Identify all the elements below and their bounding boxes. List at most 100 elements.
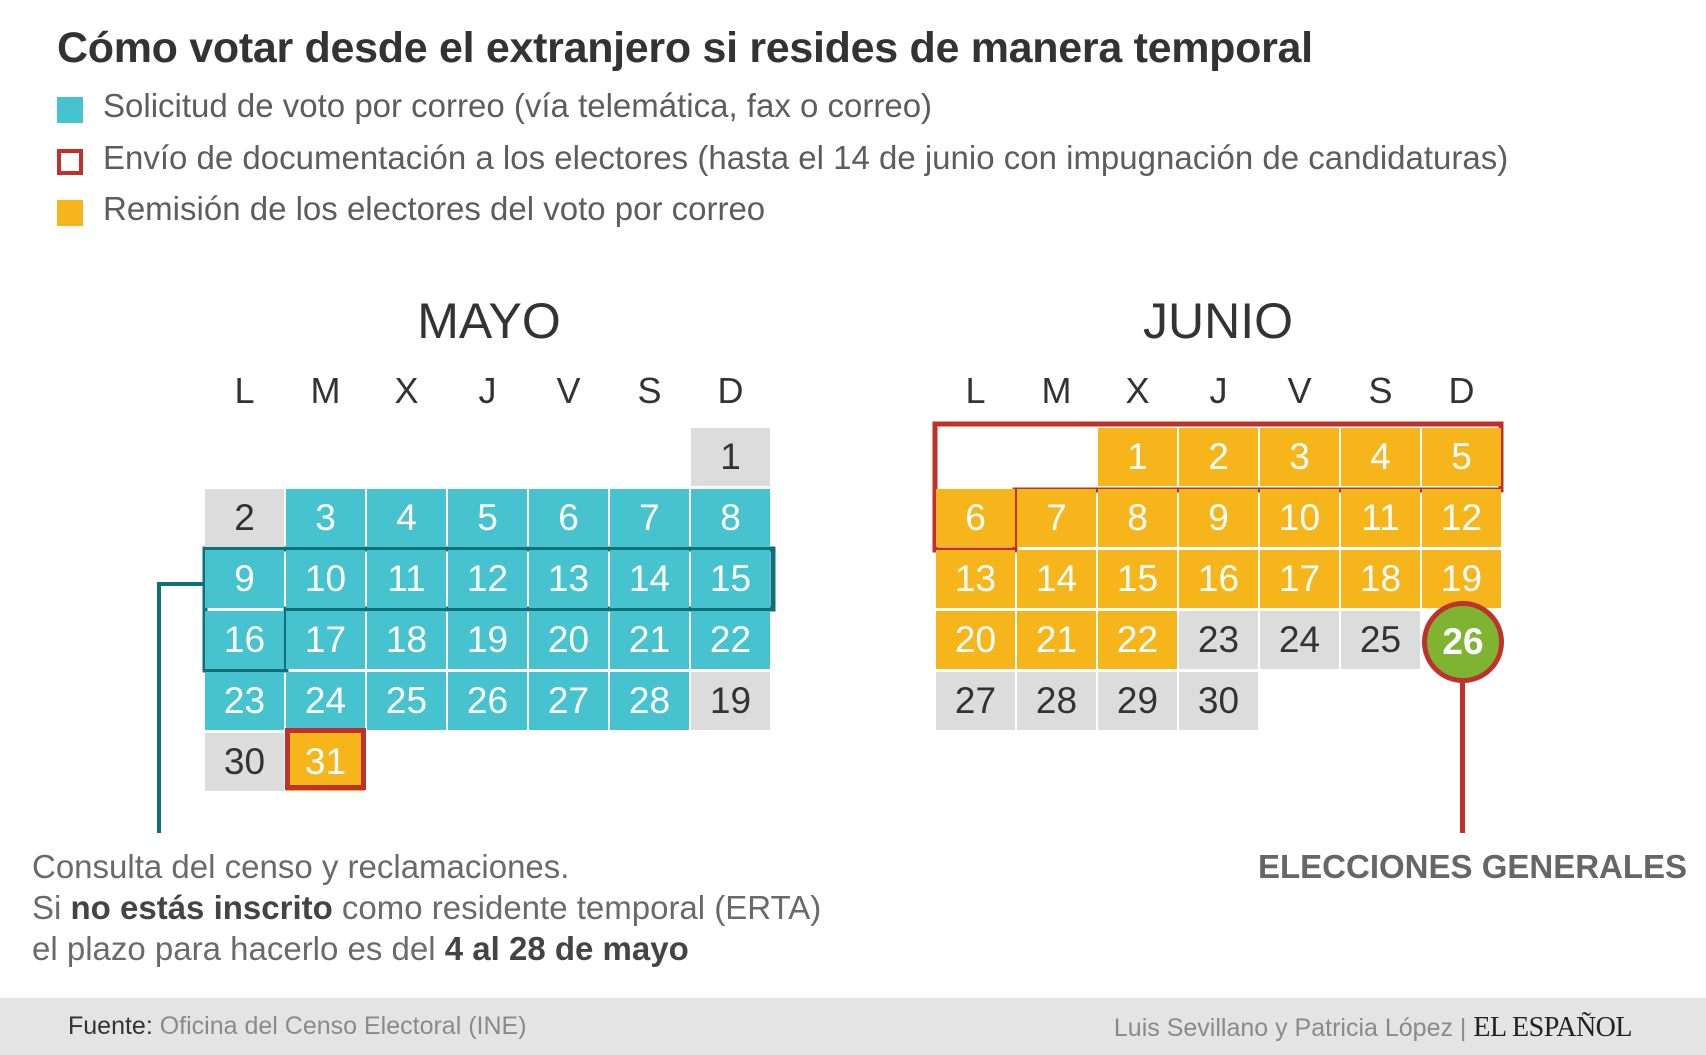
census-note-line-3: el plazo para hacerlo es del 4 al 28 de … xyxy=(32,930,689,968)
census-connector-line xyxy=(157,582,205,833)
day-cell: 30 xyxy=(205,733,284,791)
day-cell: 14 xyxy=(1017,550,1096,608)
day-cell: 29 xyxy=(1098,672,1177,730)
page-title: Cómo votar desde el extranjero si reside… xyxy=(57,24,1313,72)
yellow-swatch-icon xyxy=(57,200,83,226)
day-cell: 20 xyxy=(529,611,608,669)
census-note-line-1: Consulta del censo y reclamaciones. xyxy=(32,848,570,885)
note-text: Si xyxy=(32,889,71,926)
day-cell: 12 xyxy=(1422,489,1501,547)
day-cell: 28 xyxy=(1017,672,1096,730)
day-cell: 19 xyxy=(1422,550,1501,608)
day-cell: 15 xyxy=(1098,550,1177,608)
day-cell: 13 xyxy=(529,550,608,608)
day-cell: 17 xyxy=(286,611,365,669)
day-cell: 18 xyxy=(1341,550,1420,608)
day-cell: 2 xyxy=(205,489,284,547)
day-cell: 2 xyxy=(1179,428,1258,486)
weekday-label: L xyxy=(965,370,986,411)
teal-swatch-icon xyxy=(57,97,83,123)
day-cell: 28 xyxy=(610,672,689,730)
source-text: Oficina del Censo Electoral (INE) xyxy=(152,1012,527,1040)
note-text: el plazo para hacerlo es del xyxy=(32,930,445,967)
day-cell: 8 xyxy=(1098,489,1177,547)
census-note-line-2: Si no estás inscrito como residente temp… xyxy=(32,889,821,927)
source-credit: Fuente: Oficina del Censo Electoral (INE… xyxy=(68,1012,527,1041)
day-cell: 6 xyxy=(529,489,608,547)
may-31-outline xyxy=(285,728,366,790)
day-cell: 16 xyxy=(1179,550,1258,608)
day-cell: 16 xyxy=(205,611,284,669)
day-cell: 27 xyxy=(529,672,608,730)
day-cell: 12 xyxy=(448,550,527,608)
day-cell: 31 xyxy=(286,733,365,791)
weekday-label: D xyxy=(717,370,744,411)
authors-text: Luis Sevillano y Patricia López xyxy=(1113,1014,1453,1042)
weekday-label: V xyxy=(556,370,581,411)
day-cell: 23 xyxy=(205,672,284,730)
day-cell: 20 xyxy=(936,611,1015,669)
day-cell: 4 xyxy=(367,489,446,547)
day-cell: 4 xyxy=(1341,428,1420,486)
election-connector-line xyxy=(1460,683,1465,833)
day-cell: 24 xyxy=(1260,611,1339,669)
legend-label: Solicitud de voto por correo (vía telemá… xyxy=(103,87,933,124)
day-cell: 17 xyxy=(1260,550,1339,608)
day-cell: 18 xyxy=(367,611,446,669)
red-outline-swatch-icon xyxy=(57,149,83,175)
day-cell: 15 xyxy=(691,550,770,608)
day-cell: 21 xyxy=(1017,611,1096,669)
weekday-label: L xyxy=(234,370,255,411)
day-cell: 21 xyxy=(610,611,689,669)
day-cell: 1 xyxy=(1098,428,1177,486)
weekday-label: M xyxy=(1041,370,1072,411)
note-bold-text: 4 al 28 de mayo xyxy=(444,930,689,967)
day-cell: 11 xyxy=(1341,489,1420,547)
source-label: Fuente: xyxy=(68,1012,153,1040)
day-cell: 22 xyxy=(1098,611,1177,669)
day-cell: 22 xyxy=(691,611,770,669)
weekday-label: X xyxy=(394,370,419,411)
weekday-label: S xyxy=(637,370,662,411)
legend-label: Remisión de los electores del voto por c… xyxy=(103,190,766,227)
weekday-label: X xyxy=(1125,370,1150,411)
note-text: como residente temporal (ERTA) xyxy=(332,889,822,926)
day-cell: 10 xyxy=(286,550,365,608)
day-cell: 24 xyxy=(286,672,365,730)
brand-logo: EL ESPAÑOL xyxy=(1473,1012,1632,1043)
month-title-junio: JUNIO xyxy=(1143,293,1293,349)
day-cell: 23 xyxy=(1179,611,1258,669)
weekday-label: M xyxy=(310,370,341,411)
election-day-number: 26 xyxy=(1442,621,1484,662)
day-cell: 5 xyxy=(448,489,527,547)
weekday-label: J xyxy=(1209,370,1228,411)
legend-label: Envío de documentación a los electores (… xyxy=(103,139,1509,176)
day-cell: 30 xyxy=(1179,672,1258,730)
weekday-label: D xyxy=(1448,370,1475,411)
day-cell: 19 xyxy=(691,672,770,730)
day-cell: 8 xyxy=(691,489,770,547)
month-title-mayo: MAYO xyxy=(417,293,561,349)
weekday-label: S xyxy=(1368,370,1393,411)
day-cell: 26 xyxy=(448,672,527,730)
day-cell: 14 xyxy=(610,550,689,608)
day-cell: 25 xyxy=(367,672,446,730)
election-day-circle: 26 xyxy=(1422,601,1504,683)
day-cell: 6 xyxy=(936,489,1015,547)
day-cell: 3 xyxy=(1260,428,1339,486)
day-cell: 9 xyxy=(205,550,284,608)
day-cell: 25 xyxy=(1341,611,1420,669)
author-credit: Luis Sevillano y Patricia López | EL ESP… xyxy=(1113,1012,1633,1044)
footer-bar: Fuente: Oficina del Censo Electoral (INE… xyxy=(0,998,1706,1055)
day-cell: 13 xyxy=(936,550,1015,608)
weekday-label: V xyxy=(1287,370,1312,411)
note-bold-text: no estás inscrito xyxy=(70,889,333,926)
day-cell: 10 xyxy=(1260,489,1339,547)
day-cell: 7 xyxy=(610,489,689,547)
day-cell: 27 xyxy=(936,672,1015,730)
day-cell: 1 xyxy=(691,428,770,486)
day-cell: 11 xyxy=(367,550,446,608)
weekday-label: J xyxy=(478,370,497,411)
day-cell: 19 xyxy=(448,611,527,669)
elecciones-generales-label: ELECCIONES GENERALES xyxy=(1258,848,1688,885)
